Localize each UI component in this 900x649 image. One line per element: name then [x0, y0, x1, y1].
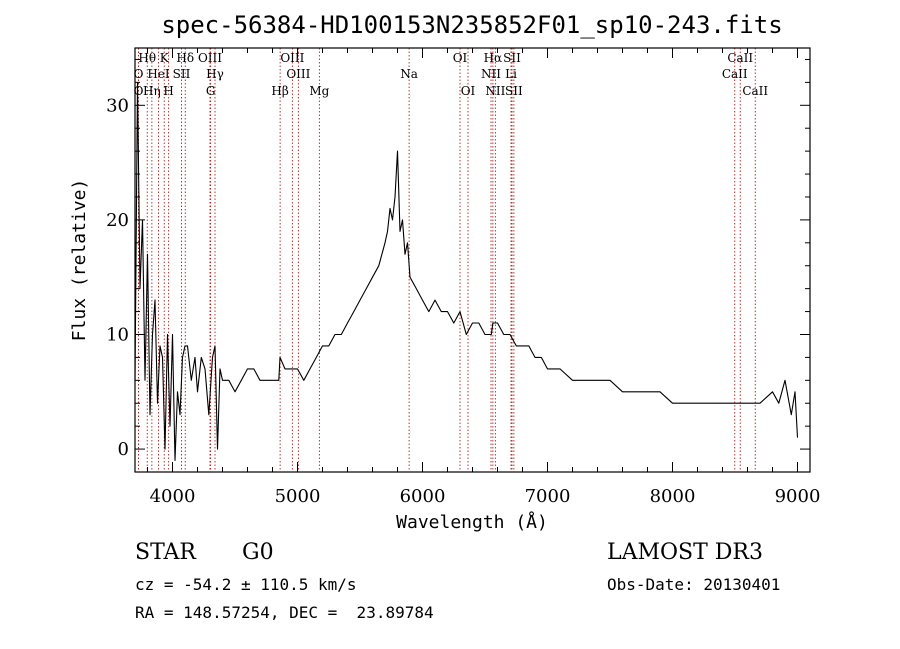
line-label: OIII: [280, 51, 304, 65]
y-tick-label: 20: [106, 210, 129, 231]
line-label: Hη: [143, 84, 161, 98]
flux-line: [134, 81, 799, 462]
line-label: NII: [481, 67, 501, 81]
y-axis-label: Flux (relative): [69, 179, 90, 342]
line-label: NII: [485, 84, 505, 98]
line-label: OIII: [198, 51, 222, 65]
x-tick-label: 8000: [650, 486, 696, 507]
coordinates: RA = 148.57254, DEC = 23.89784: [135, 603, 434, 622]
chart-title: spec-56384-HD100153N235852F01_sp10-243.f…: [161, 11, 782, 39]
line-label: O: [134, 67, 144, 81]
spectral-line-markers: [138, 48, 756, 472]
line-label: OIII: [286, 67, 310, 81]
x-tick-label: 4000: [150, 486, 196, 507]
line-label: HeΙ: [147, 67, 170, 81]
line-label: Hδ: [176, 51, 194, 65]
y-axis: 0 10 20 30: [106, 58, 810, 473]
line-label: Hθ: [138, 51, 156, 65]
flux-series: [134, 81, 799, 462]
redshift-velocity: cz = -54.2 ± 110.5 km/s: [135, 575, 357, 594]
x-axis-label: Wavelength (Å): [396, 511, 548, 533]
line-label: SII: [503, 51, 521, 65]
line-label: SII: [505, 84, 523, 98]
x-tick-label: 9000: [775, 486, 821, 507]
plot-frame: [134, 47, 811, 473]
line-label: SII: [173, 67, 191, 81]
line-label: H: [163, 84, 173, 98]
line-label: Li: [505, 67, 517, 81]
line-label: CaII: [722, 67, 748, 81]
line-label: Hγ: [206, 67, 224, 81]
line-label: Hα: [484, 51, 503, 65]
observation-date: Obs-Date: 20130401: [607, 575, 781, 594]
line-label: G: [206, 84, 216, 98]
line-label: OI: [453, 51, 468, 65]
line-label: K: [160, 51, 170, 65]
x-tick-label: 5000: [275, 486, 321, 507]
survey-name: LAMOST DR3: [607, 540, 763, 565]
y-tick-label: 0: [118, 439, 129, 460]
object-subclass: G0: [242, 540, 274, 565]
line-label: Na: [400, 67, 418, 81]
line-label: CaII: [742, 84, 768, 98]
x-tick-label: 6000: [400, 486, 446, 507]
line-label: Mg: [309, 84, 329, 98]
line-label: CaII: [727, 51, 753, 65]
x-axis: 4000 5000 6000 7000 8000 9000: [147, 48, 821, 507]
y-tick-label: 30: [106, 95, 129, 116]
line-label: OI: [461, 84, 476, 98]
line-label: Hβ: [271, 84, 288, 98]
line-label: O: [134, 84, 144, 98]
object-class: STAR: [135, 540, 196, 565]
y-tick-label: 10: [106, 324, 129, 345]
x-tick-label: 7000: [525, 486, 571, 507]
